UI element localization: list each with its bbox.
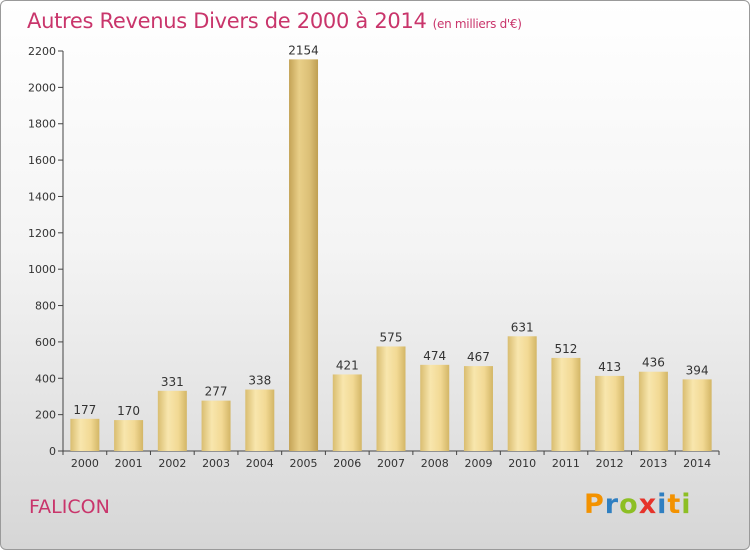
logo-letter: i [657, 489, 668, 520]
value-label-2014: 394 [686, 363, 709, 377]
value-label-2002: 331 [161, 375, 184, 389]
bar-2013 [638, 371, 668, 451]
bar-2006 [332, 374, 362, 451]
logo-letter: o [619, 489, 639, 520]
value-label-2012: 413 [598, 360, 621, 374]
y-tick-label: 1800 [28, 118, 56, 131]
x-tick-label-2014: 2014 [683, 457, 711, 470]
chart-title-text: Autres Revenus Divers de 2000 à 2014 [27, 9, 427, 33]
value-label-2003: 277 [205, 385, 228, 399]
value-label-2008: 474 [423, 349, 446, 363]
value-label-2013: 436 [642, 356, 665, 370]
chart-title: Autres Revenus Divers de 2000 à 2014 (en … [27, 9, 522, 33]
x-tick-label-2009: 2009 [464, 457, 492, 470]
x-tick-label-2008: 2008 [421, 457, 449, 470]
x-tick-label-2000: 2000 [71, 457, 99, 470]
x-tick-label-2005: 2005 [290, 457, 318, 470]
bar-chart: 0 200 400 600 800 1000 1200 1400 1600 1800 2000 220… [28, 43, 720, 470]
proxiti-logo: Proxiti [584, 489, 692, 520]
logo-letter: r [604, 489, 620, 520]
x-tick-label-2012: 2012 [596, 457, 624, 470]
logo-letter: x [638, 489, 658, 520]
x-tick-label-2003: 2003 [202, 457, 230, 470]
x-tick-label-2001: 2001 [115, 457, 143, 470]
chart-axes: 0 200 400 600 800 1000 1200 1400 1600 1800 2000 220… [28, 45, 720, 458]
logo-letter: t [667, 489, 682, 520]
y-tick-label: 2000 [28, 81, 56, 94]
y-tick-label: 600 [35, 336, 56, 349]
x-tick-label-2010: 2010 [508, 457, 536, 470]
value-label-2000: 177 [73, 403, 96, 417]
y-tick-label: 1600 [28, 154, 56, 167]
y-tick-label: 0 [49, 445, 56, 458]
bar-2004 [245, 389, 275, 451]
y-tick-label: 1200 [28, 227, 56, 240]
x-tick-label-2002: 2002 [158, 457, 186, 470]
x-tick-label-2007: 2007 [377, 457, 405, 470]
value-label-2004: 338 [248, 374, 271, 388]
bar-2010 [507, 336, 537, 451]
bar-2014 [682, 379, 712, 451]
logo-letter: i [681, 489, 692, 520]
bar-2009 [463, 366, 493, 451]
bar-2003 [201, 400, 231, 451]
y-tick-label: 400 [35, 372, 56, 385]
x-tick-label-2011: 2011 [552, 457, 580, 470]
chart-subtitle: (en milliers d'€) [432, 17, 522, 31]
y-tick-label: 1000 [28, 263, 56, 276]
logo-letter: P [584, 489, 605, 520]
bar-2005 [289, 59, 319, 451]
value-label-2009: 467 [467, 350, 490, 364]
value-label-2001: 170 [117, 404, 140, 418]
value-label-2006: 421 [336, 358, 359, 372]
x-tick-label-2004: 2004 [246, 457, 274, 470]
bar-2012 [595, 375, 625, 451]
y-tick-label: 2200 [28, 45, 56, 58]
x-tick-label-2013: 2013 [639, 457, 667, 470]
bar-2000 [70, 418, 100, 451]
bar-2008 [420, 364, 450, 451]
value-label-2007: 575 [380, 330, 403, 344]
chart-labels: 2000 177 2001 170 2002 331 2003 277 2004 338 2005 2… [71, 43, 711, 470]
y-tick-label: 1400 [28, 190, 56, 203]
y-tick-label: 800 [35, 300, 56, 313]
bar-2011 [551, 357, 581, 451]
bar-2002 [157, 390, 187, 451]
x-tick-label-2006: 2006 [333, 457, 361, 470]
value-label-2005: 2154 [288, 43, 319, 57]
value-label-2010: 631 [511, 320, 534, 334]
bar-2007 [376, 346, 406, 451]
bar-2001 [114, 420, 144, 451]
value-label-2011: 512 [554, 342, 577, 356]
chart-bars [70, 59, 712, 451]
city-name: FALICON [29, 496, 110, 518]
y-tick-label: 200 [35, 409, 56, 422]
